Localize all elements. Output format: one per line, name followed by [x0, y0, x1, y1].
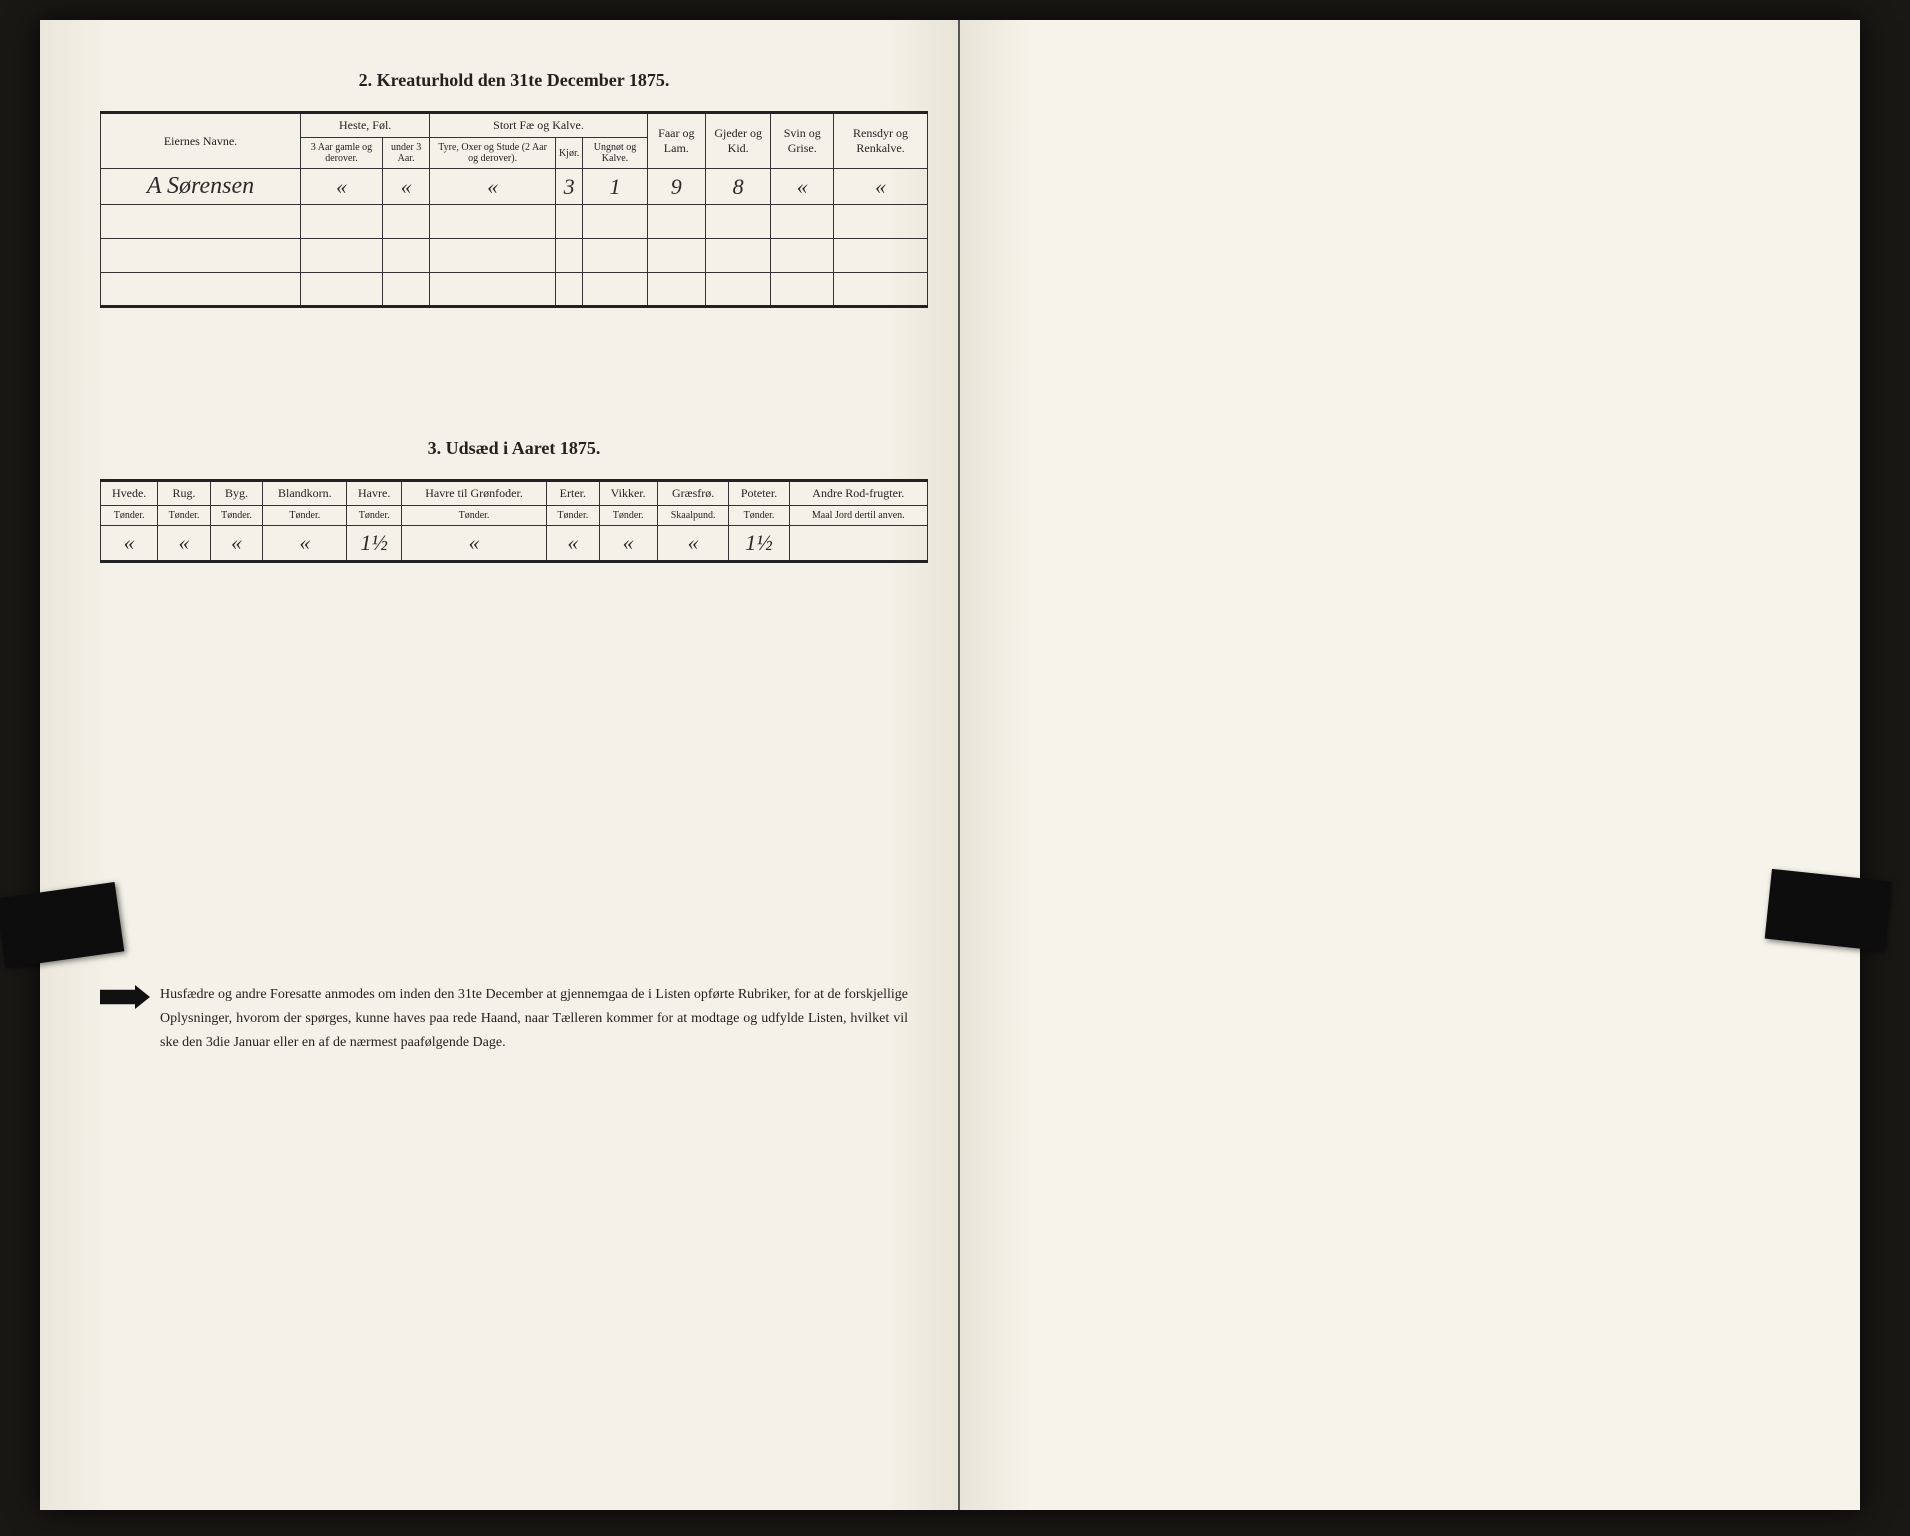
col-oats: Havre. — [347, 481, 402, 506]
val-wheat: « — [101, 526, 158, 562]
val-potatoes: 1½ — [729, 526, 789, 562]
val-reindeer: « — [834, 169, 928, 205]
col-other: Andre Rod-frugter. — [789, 481, 927, 506]
left-page: 2. Kreaturhold den 31te December 1875. E… — [40, 20, 960, 1510]
unit-vetches: Tønder. — [599, 506, 657, 526]
col-vetches: Vikker. — [599, 481, 657, 506]
val-peas: « — [547, 526, 599, 562]
val-barley: « — [210, 526, 262, 562]
section3-title: 3. Udsæd i Aaret 1875. — [100, 438, 928, 459]
col-green-oats: Havre til Grønfoder. — [401, 481, 546, 506]
val-grass-seed: « — [657, 526, 729, 562]
col-cattle-group: Stort Fæ og Kalve. — [430, 113, 647, 138]
col-potatoes: Poteter. — [729, 481, 789, 506]
footnote-block: Husfædre og andre Foresatte anmodes om i… — [100, 983, 928, 1054]
val-horses-old: « — [301, 169, 383, 205]
binding-clip-left — [0, 882, 124, 968]
section2-title: 2. Kreaturhold den 31te December 1875. — [100, 70, 928, 91]
unit-wheat: Tønder. — [101, 506, 158, 526]
right-page — [960, 20, 1860, 1510]
val-oats: 1½ — [347, 526, 402, 562]
col-sheep: Faar og Lam. — [647, 113, 705, 169]
val-green-oats: « — [401, 526, 546, 562]
col-young-cattle: Ungnøt og Kalve. — [583, 138, 648, 169]
col-horses-group: Heste, Føl. — [301, 113, 430, 138]
col-name: Eiernes Navne. — [101, 113, 301, 169]
col-pigs: Svin og Grise. — [771, 113, 834, 169]
unit-oats: Tønder. — [347, 506, 402, 526]
col-reindeer: Rensdyr og Renkalve. — [834, 113, 928, 169]
unit-rye: Tønder. — [158, 506, 210, 526]
col-wheat: Hvede. — [101, 481, 158, 506]
unit-barley: Tønder. — [210, 506, 262, 526]
col-barley: Byg. — [210, 481, 262, 506]
val-bulls: « — [430, 169, 556, 205]
val-sheep: 9 — [647, 169, 705, 205]
val-mixed: « — [263, 526, 347, 562]
unit-mixed: Tønder. — [263, 506, 347, 526]
val-rye: « — [158, 526, 210, 562]
unit-grass-seed: Skaalpund. — [657, 506, 729, 526]
unit-peas: Tønder. — [547, 506, 599, 526]
pointing-hand-icon — [100, 985, 150, 1009]
unit-other: Maal Jord dertil anven. — [789, 506, 927, 526]
col-peas: Erter. — [547, 481, 599, 506]
footnote-text: Husfædre og andre Foresatte anmodes om i… — [160, 987, 908, 1050]
col-horses-young: under 3 Aar. — [382, 138, 429, 169]
seed-table: Hvede. Rug. Byg. Blandkorn. Havre. Havre… — [100, 479, 928, 563]
unit-potatoes: Tønder. — [729, 506, 789, 526]
val-young-cattle: 1 — [583, 169, 648, 205]
owner-name: A Sørensen — [101, 169, 301, 205]
col-cows: Kjør. — [555, 138, 582, 169]
val-pigs: « — [771, 169, 834, 205]
col-grass-seed: Græsfrø. — [657, 481, 729, 506]
val-vetches: « — [599, 526, 657, 562]
val-other — [789, 526, 927, 562]
col-horses-old: 3 Aar gamle og derover. — [301, 138, 383, 169]
col-bulls: Tyre, Oxer og Stude (2 Aar og derover). — [430, 138, 556, 169]
val-goats: 8 — [705, 169, 771, 205]
table-row — [101, 239, 928, 273]
val-cows: 3 — [555, 169, 582, 205]
table-row — [101, 273, 928, 307]
table-row — [101, 205, 928, 239]
col-goats: Gjeder og Kid. — [705, 113, 771, 169]
col-rye: Rug. — [158, 481, 210, 506]
livestock-table: Eiernes Navne. Heste, Føl. Stort Fæ og K… — [100, 111, 928, 308]
unit-green-oats: Tønder. — [401, 506, 546, 526]
col-mixed: Blandkorn. — [263, 481, 347, 506]
binding-clip-right — [1765, 869, 1892, 951]
val-horses-young: « — [382, 169, 429, 205]
